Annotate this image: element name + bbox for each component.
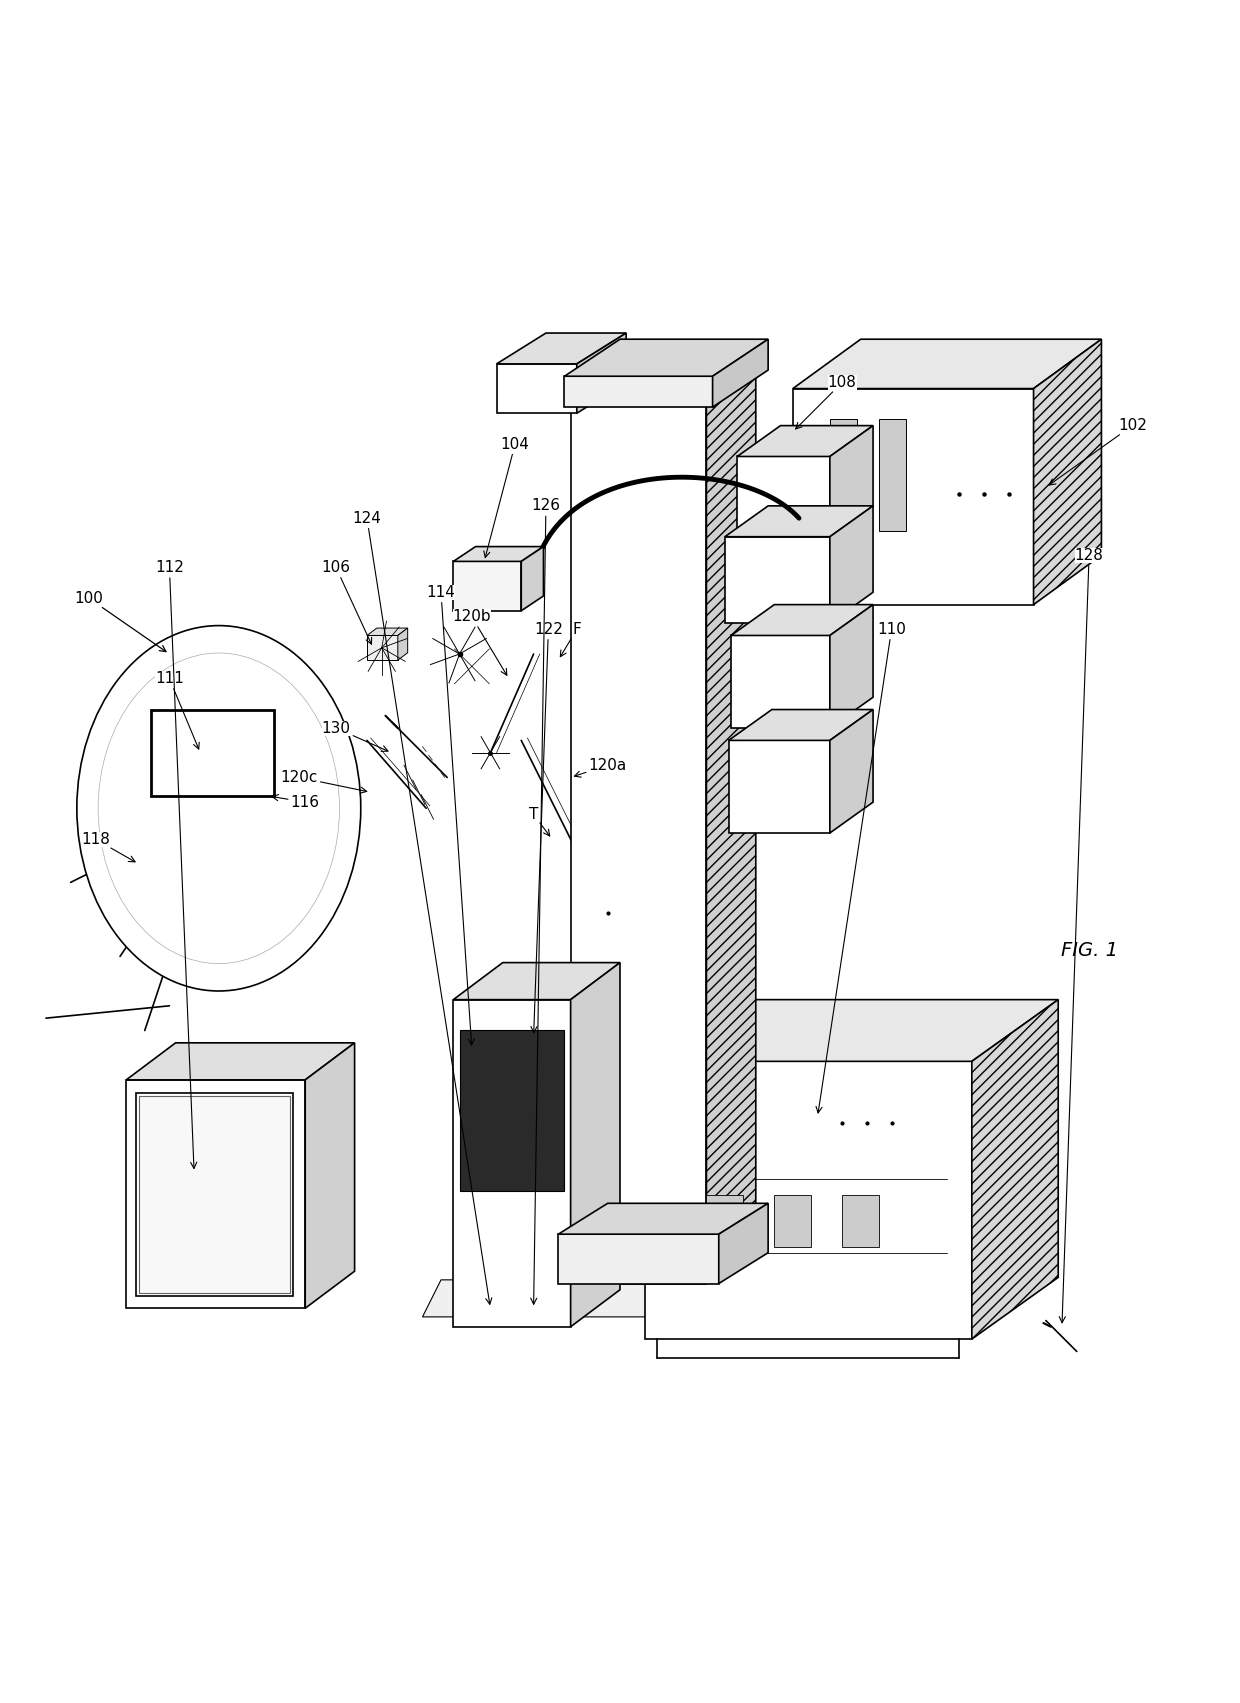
Polygon shape bbox=[707, 364, 756, 1284]
Polygon shape bbox=[738, 426, 873, 456]
Polygon shape bbox=[454, 562, 521, 611]
Polygon shape bbox=[972, 1000, 1058, 1339]
Polygon shape bbox=[792, 388, 1033, 605]
Bar bbox=[774, 1196, 811, 1247]
Text: FIG. 1: FIG. 1 bbox=[1060, 940, 1117, 960]
Ellipse shape bbox=[77, 625, 361, 991]
Polygon shape bbox=[645, 1061, 972, 1339]
Bar bbox=[139, 1097, 290, 1294]
Polygon shape bbox=[645, 1000, 1058, 1061]
Text: 102: 102 bbox=[1049, 419, 1147, 485]
Text: 120b: 120b bbox=[453, 610, 507, 674]
Text: 110: 110 bbox=[816, 622, 906, 1114]
Text: T: T bbox=[529, 807, 549, 836]
Polygon shape bbox=[725, 536, 830, 623]
Bar bbox=[707, 1196, 744, 1247]
Polygon shape bbox=[1033, 339, 1101, 605]
Polygon shape bbox=[496, 334, 626, 364]
Text: 128: 128 bbox=[1059, 548, 1104, 1323]
Text: 130: 130 bbox=[321, 720, 388, 751]
Text: 114: 114 bbox=[427, 584, 474, 1046]
Polygon shape bbox=[126, 1080, 305, 1308]
Polygon shape bbox=[496, 364, 577, 414]
Polygon shape bbox=[564, 376, 713, 407]
Text: 100: 100 bbox=[74, 591, 166, 652]
Text: 116: 116 bbox=[272, 795, 320, 809]
Text: 104: 104 bbox=[484, 436, 529, 557]
Text: 108: 108 bbox=[796, 375, 857, 429]
Polygon shape bbox=[367, 628, 408, 635]
Polygon shape bbox=[521, 547, 543, 611]
Text: 120a: 120a bbox=[574, 758, 626, 777]
Polygon shape bbox=[830, 506, 873, 623]
Text: 122: 122 bbox=[531, 622, 563, 1032]
Text: 124: 124 bbox=[352, 511, 492, 1304]
Polygon shape bbox=[564, 339, 768, 376]
Polygon shape bbox=[558, 1204, 768, 1235]
Polygon shape bbox=[454, 962, 620, 1000]
Polygon shape bbox=[830, 710, 873, 833]
Polygon shape bbox=[558, 1235, 719, 1284]
Polygon shape bbox=[725, 506, 873, 536]
Text: 118: 118 bbox=[81, 831, 135, 862]
Polygon shape bbox=[367, 635, 398, 661]
Polygon shape bbox=[398, 628, 408, 661]
Polygon shape bbox=[126, 1042, 355, 1080]
Polygon shape bbox=[729, 710, 873, 741]
Polygon shape bbox=[570, 962, 620, 1327]
Polygon shape bbox=[423, 1281, 966, 1316]
Polygon shape bbox=[729, 741, 830, 833]
Bar bbox=[830, 419, 857, 531]
Polygon shape bbox=[732, 635, 830, 729]
Text: 126: 126 bbox=[531, 499, 560, 1304]
Bar bbox=[879, 419, 906, 531]
Polygon shape bbox=[732, 605, 873, 635]
Bar bbox=[460, 1030, 564, 1190]
Polygon shape bbox=[570, 364, 756, 395]
Polygon shape bbox=[570, 395, 707, 1284]
Polygon shape bbox=[577, 334, 626, 414]
Polygon shape bbox=[830, 605, 873, 729]
Text: F: F bbox=[560, 622, 582, 657]
Polygon shape bbox=[305, 1042, 355, 1308]
Text: 120c: 120c bbox=[280, 770, 367, 794]
Text: 106: 106 bbox=[321, 560, 372, 644]
Text: 112: 112 bbox=[155, 560, 197, 1168]
Bar bbox=[136, 1093, 293, 1296]
Bar bbox=[842, 1196, 879, 1247]
Polygon shape bbox=[454, 547, 543, 562]
Polygon shape bbox=[792, 339, 1101, 388]
Polygon shape bbox=[713, 339, 768, 407]
Text: 111: 111 bbox=[155, 671, 200, 749]
Polygon shape bbox=[719, 1204, 768, 1284]
Bar bbox=[151, 710, 274, 795]
Polygon shape bbox=[454, 1000, 570, 1327]
Polygon shape bbox=[738, 456, 830, 536]
Polygon shape bbox=[830, 426, 873, 536]
